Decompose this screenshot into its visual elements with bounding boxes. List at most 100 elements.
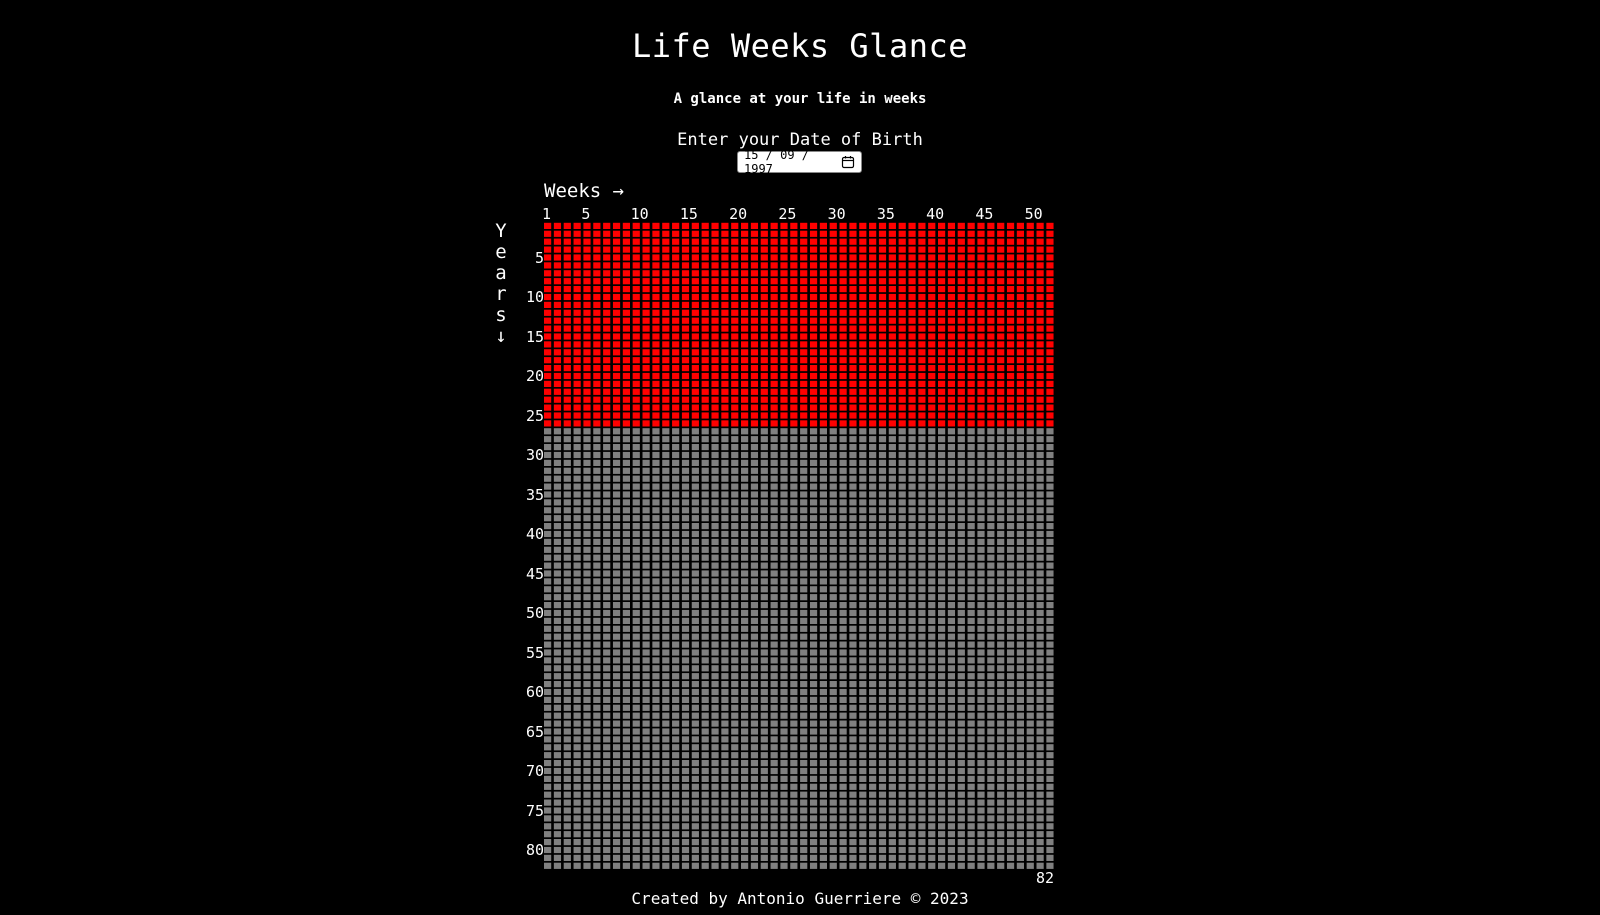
week-cell-remaining bbox=[563, 807, 571, 814]
week-cell-remaining bbox=[1026, 760, 1034, 767]
week-cell-remaining bbox=[1006, 823, 1015, 830]
week-cell-remaining bbox=[839, 846, 847, 854]
week-cell-lived bbox=[622, 365, 630, 372]
week-cell-remaining bbox=[691, 491, 699, 498]
week-cell-remaining bbox=[869, 791, 877, 798]
week-cell-remaining bbox=[750, 617, 759, 624]
week-cell-remaining bbox=[908, 515, 916, 522]
week-cell-remaining bbox=[938, 799, 946, 806]
week-cell-lived bbox=[711, 270, 719, 277]
week-cell-remaining bbox=[770, 688, 778, 696]
week-cell-remaining bbox=[711, 594, 719, 601]
week-cell-remaining bbox=[770, 736, 778, 743]
week-cell-remaining bbox=[957, 444, 965, 451]
week-cell-remaining bbox=[553, 523, 562, 530]
week-cell-remaining bbox=[878, 696, 887, 703]
week-cell-remaining bbox=[1016, 459, 1024, 466]
week-cell-remaining bbox=[869, 523, 877, 530]
week-cell-remaining bbox=[829, 530, 837, 538]
week-cell-remaining bbox=[809, 665, 818, 672]
week-cell-remaining bbox=[1046, 854, 1054, 861]
week-cell-lived bbox=[672, 372, 680, 380]
week-cell-lived bbox=[908, 246, 916, 253]
week-cell-remaining bbox=[622, 546, 630, 553]
week-cell-remaining bbox=[681, 444, 690, 451]
week-cell-remaining bbox=[800, 625, 808, 632]
week-cell-remaining bbox=[997, 649, 1005, 656]
week-cell-lived bbox=[652, 396, 660, 403]
week-cell-remaining bbox=[672, 475, 680, 482]
week-cell-lived bbox=[1026, 380, 1034, 387]
week-cell-remaining bbox=[987, 681, 995, 688]
week-cell-lived bbox=[691, 341, 699, 348]
week-cell-lived bbox=[573, 380, 581, 387]
week-cell-lived bbox=[780, 238, 788, 245]
week-cell-remaining bbox=[790, 767, 798, 775]
week-cell-remaining bbox=[741, 538, 749, 545]
week-cell-remaining bbox=[1006, 475, 1015, 482]
week-cell-remaining bbox=[829, 846, 837, 854]
week-cell-remaining bbox=[947, 862, 956, 869]
week-cell-lived bbox=[544, 262, 552, 269]
week-cell-remaining bbox=[741, 491, 749, 498]
week-cell-lived bbox=[957, 309, 965, 316]
week-cell-remaining bbox=[741, 752, 749, 759]
week-cell-remaining bbox=[967, 570, 975, 577]
week-cell-remaining bbox=[859, 799, 867, 806]
week-cell-remaining bbox=[997, 507, 1005, 514]
week-cell-remaining bbox=[780, 483, 788, 490]
week-cell-lived bbox=[721, 325, 729, 332]
week-cell-lived bbox=[632, 309, 640, 316]
week-cell-lived bbox=[750, 309, 759, 316]
week-cell-remaining bbox=[849, 799, 857, 806]
week-cell-remaining bbox=[701, 428, 709, 435]
week-cell-remaining bbox=[1006, 578, 1015, 585]
week-cell-remaining bbox=[987, 507, 995, 514]
week-cell-remaining bbox=[1046, 673, 1054, 680]
week-cell-remaining bbox=[957, 602, 965, 609]
week-cell-lived bbox=[957, 293, 965, 301]
week-cell-lived bbox=[573, 341, 581, 348]
week-cell-lived bbox=[612, 380, 621, 387]
week-cell-remaining bbox=[908, 791, 916, 798]
week-cell-remaining bbox=[573, 815, 581, 822]
week-cell-remaining bbox=[553, 807, 562, 814]
week-cell-remaining bbox=[583, 451, 591, 459]
week-cell-remaining bbox=[731, 767, 739, 775]
week-cell-remaining bbox=[977, 507, 985, 514]
week-cell-lived bbox=[839, 301, 847, 308]
week-cell-lived bbox=[1016, 325, 1024, 332]
week-cell-remaining bbox=[711, 578, 719, 585]
week-cell-remaining bbox=[1036, 767, 1044, 775]
week-cell-remaining bbox=[938, 704, 946, 711]
week-cell-lived bbox=[839, 365, 847, 372]
week-cell-remaining bbox=[612, 799, 621, 806]
week-cell-lived bbox=[603, 270, 611, 277]
week-cell-remaining bbox=[947, 546, 956, 553]
week-cell-remaining bbox=[701, 483, 709, 490]
week-cell-remaining bbox=[997, 799, 1005, 806]
week-cell-lived bbox=[632, 333, 640, 340]
calendar-icon[interactable] bbox=[841, 155, 855, 169]
week-cell-remaining bbox=[721, 736, 729, 743]
week-cell-remaining bbox=[750, 760, 759, 767]
week-cell-lived bbox=[839, 254, 847, 261]
week-cell-lived bbox=[593, 262, 601, 269]
week-cell-remaining bbox=[888, 499, 896, 506]
week-cell-lived bbox=[997, 412, 1005, 419]
week-cell-remaining bbox=[819, 554, 827, 561]
week-cell-remaining bbox=[672, 444, 680, 451]
week-cell-remaining bbox=[691, 775, 699, 782]
week-cell-remaining bbox=[681, 633, 690, 640]
week-cell-remaining bbox=[662, 578, 670, 585]
week-cell-remaining bbox=[760, 570, 768, 577]
week-cell-remaining bbox=[987, 578, 995, 585]
week-cell-lived bbox=[612, 404, 621, 411]
week-cell-remaining bbox=[790, 657, 798, 664]
week-cell-remaining bbox=[593, 578, 601, 585]
week-cell-remaining bbox=[987, 562, 995, 569]
dob-date-input[interactable]: 15 / 09 / 1997 bbox=[737, 148, 862, 176]
week-cell-remaining bbox=[652, 586, 660, 593]
week-cell-remaining bbox=[544, 728, 552, 735]
week-cell-remaining bbox=[662, 428, 670, 435]
